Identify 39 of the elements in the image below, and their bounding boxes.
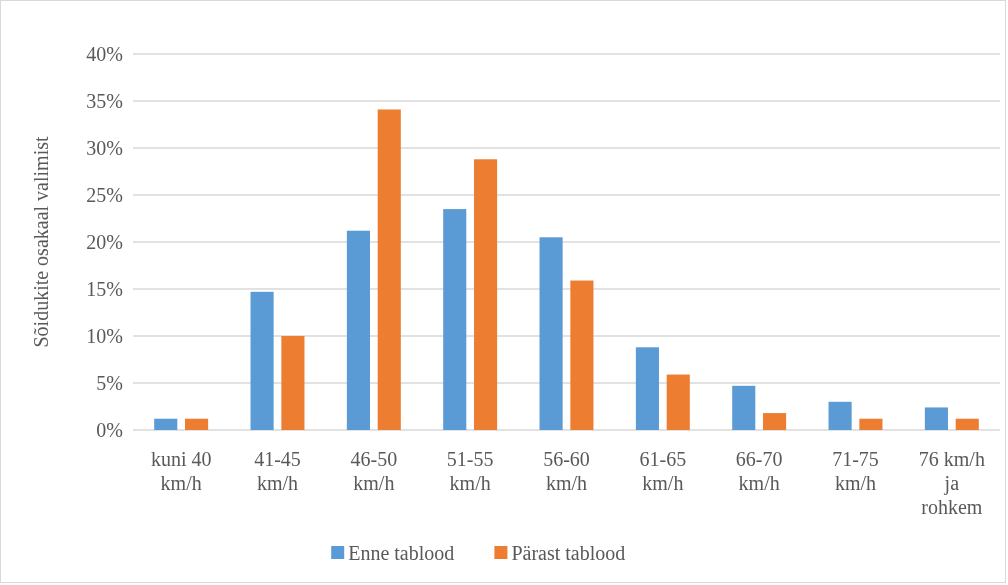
bar — [185, 418, 209, 430]
bar — [539, 237, 563, 430]
bar — [346, 230, 370, 430]
y-tick-label: 30% — [86, 137, 123, 159]
x-tick-label: 51-55 km/h — [446, 448, 494, 494]
x-tick-label: 46-50 km/h — [350, 448, 398, 494]
x-tick-label: 76 km/h ja rohkem — [918, 448, 985, 518]
x-tick-label: kuni 40 km/h — [150, 448, 212, 494]
bar — [570, 280, 594, 430]
y-tick-label: 10% — [86, 325, 123, 347]
x-tick-label: 66-70 km/h — [735, 448, 783, 494]
bar — [859, 418, 883, 430]
bar — [443, 209, 467, 430]
y-tick-label: 15% — [86, 278, 123, 300]
x-tick-label: 41-45 km/h — [254, 448, 301, 494]
y-tick-label: 35% — [86, 90, 123, 112]
bar — [732, 385, 756, 430]
bar — [281, 336, 305, 430]
bar — [250, 291, 274, 430]
bar — [955, 418, 979, 430]
y-tick-label: 5% — [96, 372, 123, 394]
bar — [666, 374, 690, 430]
x-tick-label: 71-75 km/h — [832, 448, 879, 494]
y-tick-label: 20% — [86, 231, 123, 253]
bar — [377, 109, 401, 430]
legend-label: Enne tablood — [348, 542, 455, 564]
bar — [763, 413, 787, 430]
y-tick-label: 40% — [86, 43, 123, 65]
bar — [474, 159, 498, 430]
legend-label: Pärast tablood — [511, 542, 626, 564]
x-tick-label: 61-65 km/h — [639, 448, 687, 494]
x-tick-label: 56-60 km/h — [543, 448, 590, 494]
bar — [924, 407, 948, 430]
y-tick-label: 25% — [86, 184, 123, 206]
y-tick-label: 0% — [96, 419, 123, 441]
bar — [828, 401, 852, 430]
y-axis-title: Sõidukite osakaal valimist — [30, 136, 52, 348]
bar — [635, 347, 659, 430]
bar — [154, 418, 178, 430]
